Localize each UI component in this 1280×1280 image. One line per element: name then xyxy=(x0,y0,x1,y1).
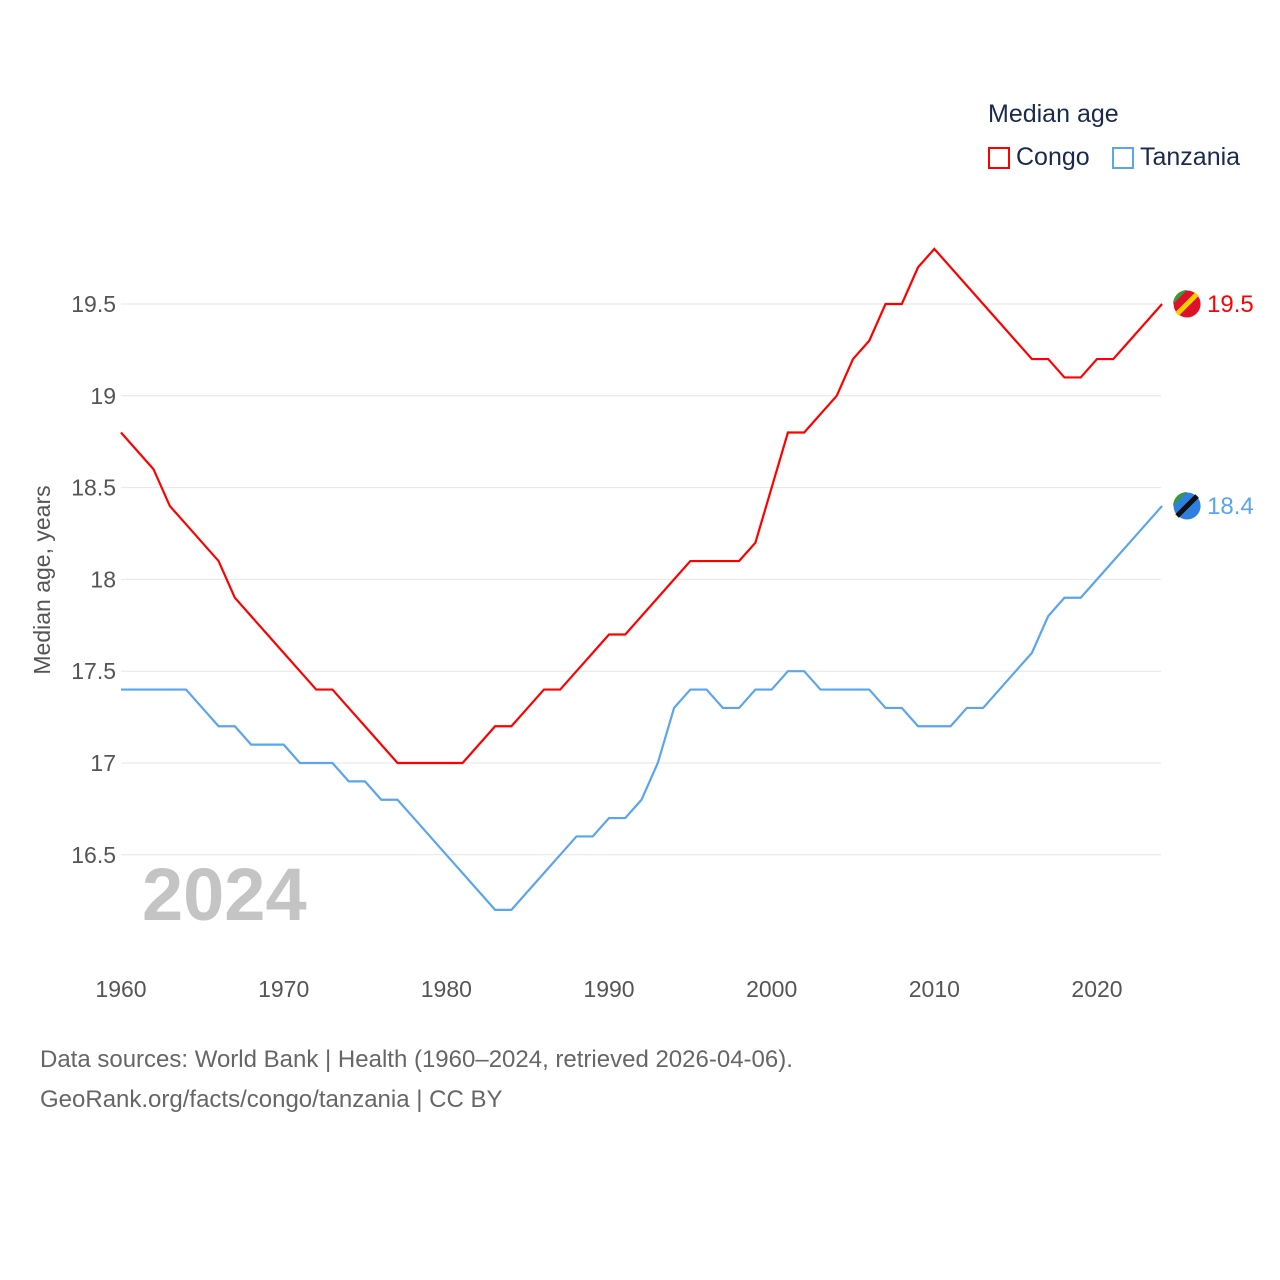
x-tick-label: 2010 xyxy=(909,976,960,1002)
legend-item-tanzania[interactable]: Tanzania xyxy=(1112,143,1240,172)
y-tick-label: 16.5 xyxy=(71,842,116,868)
y-tick-label: 17.5 xyxy=(71,658,116,684)
legend-item-congo[interactable]: Congo xyxy=(988,143,1090,172)
end-value-label: 18.4 xyxy=(1207,493,1254,520)
y-axis-label: Median age, years xyxy=(29,485,55,674)
footer-sources: Data sources: World Bank | Health (1960–… xyxy=(40,1046,793,1073)
legend-label: Tanzania xyxy=(1140,143,1241,171)
series-line-tanzania xyxy=(121,505,1163,911)
flag-stripe xyxy=(1175,292,1199,316)
y-tick-label: 17 xyxy=(90,750,116,776)
legend-swatch xyxy=(1112,146,1134,169)
flag-stripe xyxy=(1173,491,1188,506)
y-tick-label: 18.5 xyxy=(71,475,116,501)
legend-swatch xyxy=(988,146,1010,169)
series-line-congo xyxy=(120,247,1163,765)
end-value-label: 19.5 xyxy=(1207,291,1254,318)
legend-title: Median age xyxy=(988,100,1119,128)
legend-label: Congo xyxy=(1016,143,1090,171)
x-tick-label: 2000 xyxy=(746,976,797,1002)
flag-stripe xyxy=(1175,494,1199,518)
x-tick-label: 1970 xyxy=(258,976,309,1002)
year-watermark: 2024 xyxy=(142,853,307,936)
x-tick-label: 1990 xyxy=(583,976,634,1002)
y-tick-label: 19.5 xyxy=(71,291,116,317)
x-tick-label: 1960 xyxy=(95,976,146,1002)
y-tick-label: 18 xyxy=(90,566,116,592)
x-tick-label: 2020 xyxy=(1071,976,1122,1002)
y-tick-label: 19 xyxy=(90,383,116,409)
x-tick-label: 1980 xyxy=(421,976,472,1002)
footer-link[interactable]: GeoRank.org/facts/congo/tanzania | CC BY xyxy=(40,1086,503,1113)
flag-stripe xyxy=(1173,290,1188,304)
